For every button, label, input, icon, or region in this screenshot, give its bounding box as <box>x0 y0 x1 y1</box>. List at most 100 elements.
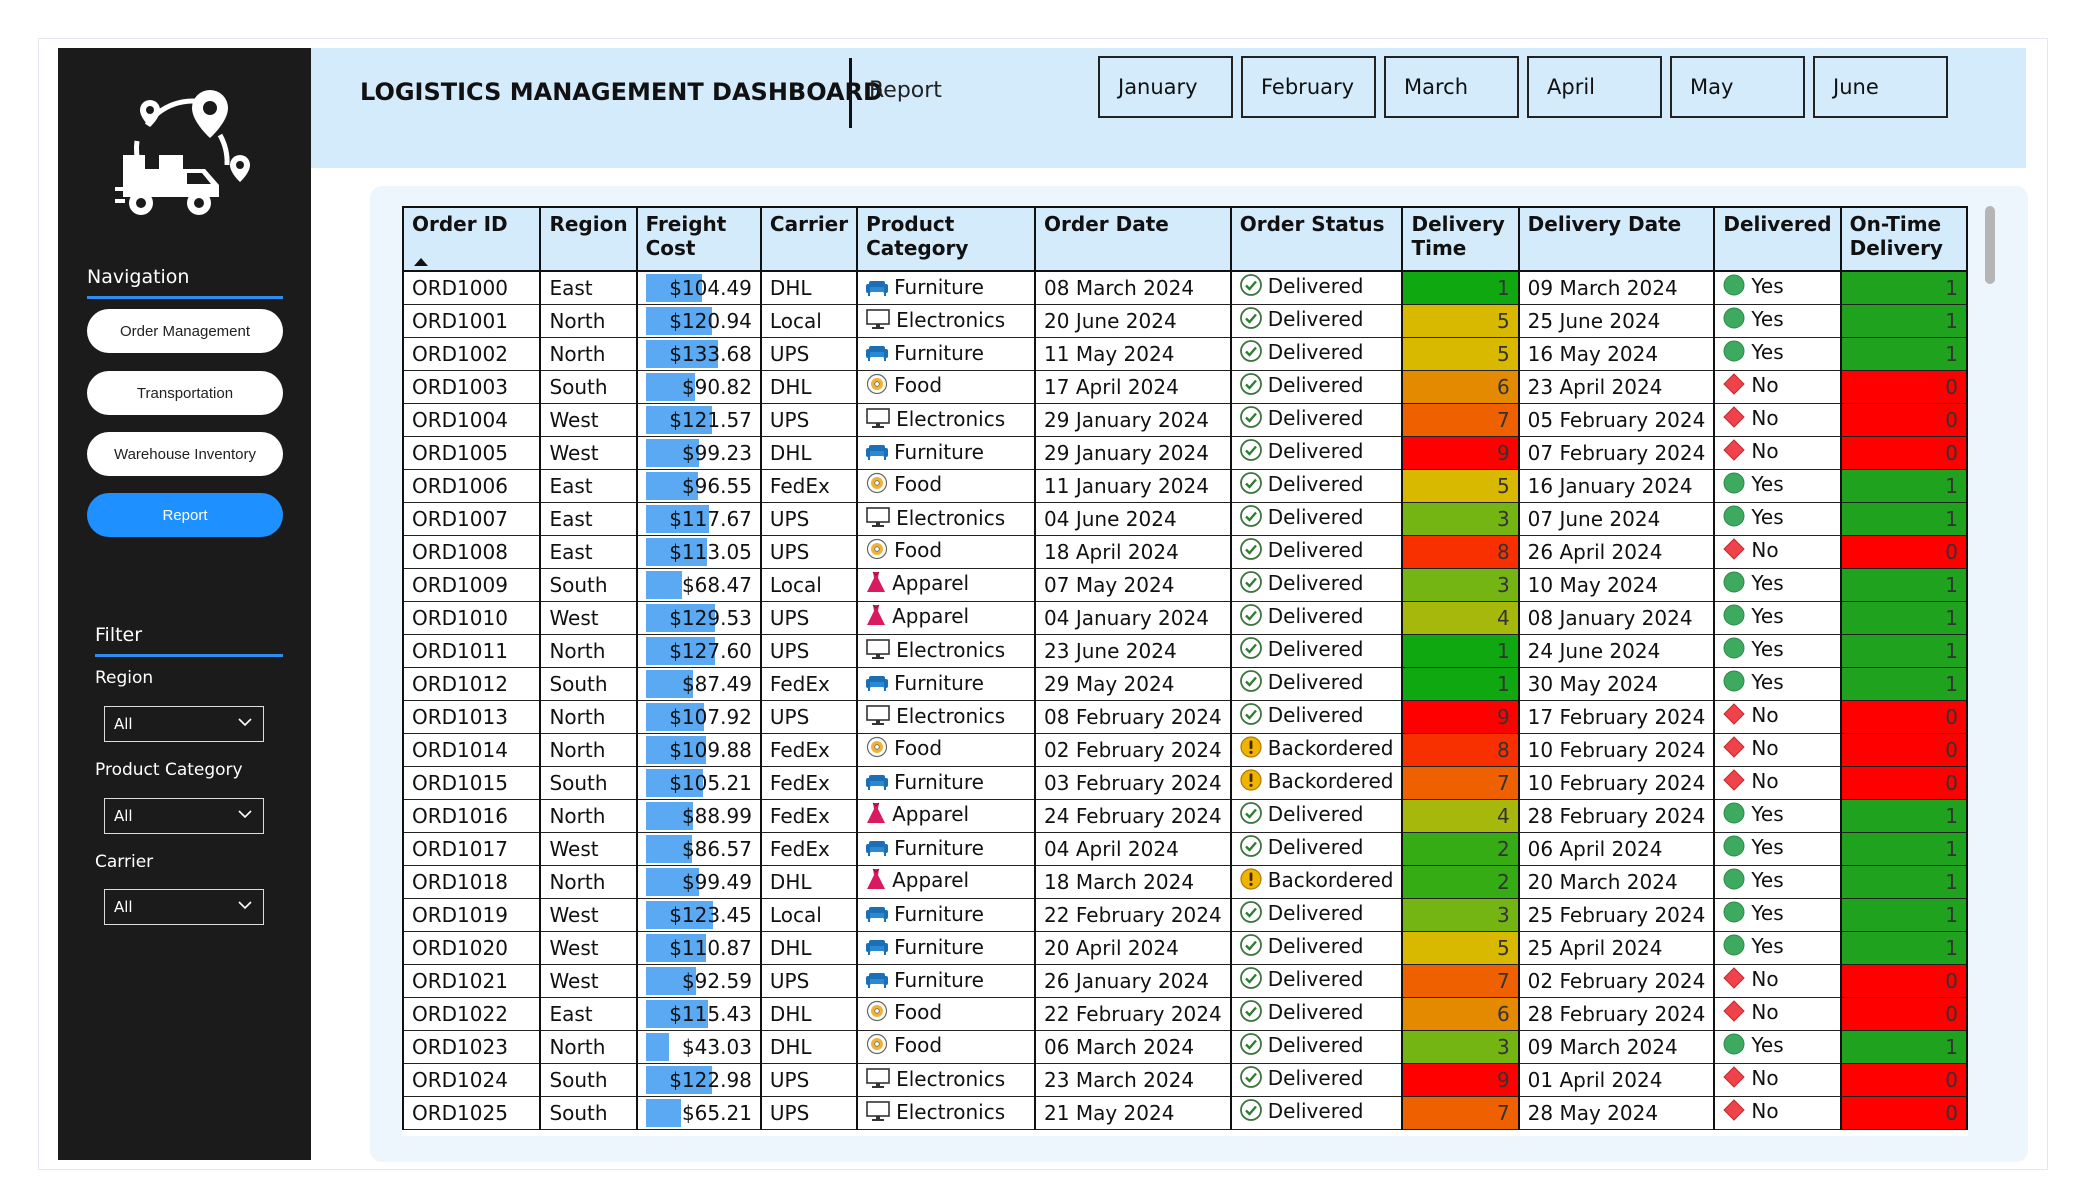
cell-delivery-date: 20 March 2024 <box>1517 864 1716 899</box>
delivered-text: No <box>1751 373 1779 397</box>
cell-region: South <box>539 1062 638 1097</box>
column-header-delivery-date[interactable]: Delivery Date <box>1517 206 1716 272</box>
cell-order-status: Delivered <box>1229 831 1404 866</box>
table-row[interactable]: ORD1008 East $113.05 UPS Food 18 April 2024 De… <box>401 534 1969 569</box>
month-button-may[interactable]: May <box>1670 56 1805 118</box>
cell-region: West <box>539 897 638 932</box>
cell-delivery-time: 7 <box>1401 1095 1520 1130</box>
green-circle-icon <box>1723 472 1745 499</box>
delivered-text: No <box>1751 703 1779 727</box>
table-row[interactable]: ORD1003 South $90.82 DHL Food 17 April 2024 De… <box>401 369 1969 404</box>
month-button-february[interactable]: February <box>1241 56 1376 118</box>
table-row[interactable]: ORD1021 West $92.59 UPS Furniture 26 January … <box>401 963 1969 998</box>
table-row[interactable]: ORD1006 East $96.55 FedEx Food 11 January 202… <box>401 468 1969 503</box>
cell-freight-cost: $87.49 <box>635 666 762 701</box>
cell-product-category: Furniture <box>856 963 1037 998</box>
freight-cost-bar <box>645 999 708 1028</box>
carrier-filter-select[interactable]: All <box>104 889 264 925</box>
green-circle-icon <box>1723 934 1745 961</box>
table-row[interactable]: ORD1001 North $120.94 Local Electronics 20 Ju… <box>401 303 1969 338</box>
table-row[interactable]: ORD1012 South $87.49 FedEx Furniture 29 May 2… <box>401 666 1969 701</box>
table-row[interactable]: ORD1004 West $121.57 UPS Electronics 29 Janua… <box>401 402 1969 437</box>
table-row[interactable]: ORD1007 East $117.67 UPS Electronics 04 June … <box>401 501 1969 536</box>
region-filter-select[interactable]: All <box>104 706 264 742</box>
cell-product-category: Furniture <box>856 270 1037 305</box>
product-category-text: Electronics <box>896 637 1006 662</box>
table-row[interactable]: ORD1024 South $122.98 UPS Electronics 23 Marc… <box>401 1062 1969 1097</box>
delivered-text: Yes <box>1751 571 1784 595</box>
cell-order-date: 22 February 2024 <box>1034 897 1232 932</box>
cell-region: North <box>539 336 638 371</box>
column-header-product-category[interactable]: Product Category <box>856 206 1037 272</box>
column-header-order-date[interactable]: Order Date <box>1034 206 1232 272</box>
cell-on-time-delivery: 1 <box>1839 600 1969 635</box>
table-row[interactable]: ORD1020 West $110.87 DHL Furniture 20 April 2… <box>401 930 1969 965</box>
cell-order-date: 08 February 2024 <box>1034 699 1232 734</box>
nav-warehouse-inventory-button[interactable]: Warehouse Inventory <box>87 432 283 476</box>
table-row[interactable]: ORD1017 West $86.57 FedEx Furniture 04 April … <box>401 831 1969 866</box>
green-circle-icon <box>1723 868 1745 895</box>
month-button-january[interactable]: January <box>1098 56 1233 118</box>
column-header-delivered[interactable]: Delivered <box>1713 206 1842 272</box>
table-row[interactable]: ORD1023 North $43.03 DHL Food 06 March 2024 De… <box>401 1029 1969 1064</box>
table-scrollbar-thumb[interactable] <box>1985 206 1995 284</box>
month-button-april[interactable]: April <box>1527 56 1662 118</box>
month-button-march[interactable]: March <box>1384 56 1519 118</box>
cell-carrier: FedEx <box>759 798 859 833</box>
table-row[interactable]: ORD1009 South $68.47 Local Apparel 07 May 202… <box>401 567 1969 602</box>
table-row[interactable]: ORD1025 South $65.21 UPS Electronics 21 May 2… <box>401 1095 1969 1130</box>
column-header-delivery-time[interactable]: Delivery Time <box>1401 206 1520 272</box>
table-row[interactable]: ORD1018 North $99.49 DHL Apparel 18 March 202… <box>401 864 1969 899</box>
cell-product-category: Furniture <box>856 336 1037 371</box>
column-header-order-id[interactable]: Order ID <box>401 206 542 272</box>
nav-transportation-button[interactable]: Transportation <box>87 371 283 415</box>
order-status-text: Delivered <box>1267 571 1364 595</box>
column-header-order-status[interactable]: Order Status <box>1229 206 1404 272</box>
delivered-text: Yes <box>1751 307 1784 331</box>
table-row[interactable]: ORD1011 North $127.60 UPS Electronics 23 June… <box>401 633 1969 668</box>
freight-cost-bar <box>645 504 710 533</box>
table-row[interactable]: ORD1000 East $104.49 DHL Furniture 08 March 2… <box>401 270 1969 305</box>
column-header-freight-cost[interactable]: Freight Cost <box>635 206 762 272</box>
cell-freight-cost: $96.55 <box>635 468 762 503</box>
table-row[interactable]: ORD1016 North $88.99 FedEx Apparel 24 Februar… <box>401 798 1969 833</box>
table-row[interactable]: ORD1022 East $115.43 DHL Food 22 February 202… <box>401 996 1969 1031</box>
table-row[interactable]: ORD1019 West $123.45 Local Furniture 22 Febru… <box>401 897 1969 932</box>
freight-cost-bar <box>645 867 700 896</box>
table-row[interactable]: ORD1005 West $99.23 DHL Furniture 29 January … <box>401 435 1969 470</box>
product-category-text: Furniture <box>894 340 984 365</box>
cell-product-category: Furniture <box>856 897 1037 932</box>
order-status-text: Delivered <box>1267 439 1364 463</box>
column-header-region[interactable]: Region <box>539 206 638 272</box>
cell-order-date: 24 February 2024 <box>1034 798 1232 833</box>
freight-cost-bar <box>645 801 694 830</box>
cell-delivered: Yes <box>1713 864 1842 899</box>
column-header-carrier[interactable]: Carrier <box>759 206 859 272</box>
green-circle-icon <box>1723 670 1745 697</box>
table-row[interactable]: ORD1010 West $129.53 UPS Apparel 04 January 2… <box>401 600 1969 635</box>
nav-order-management-button[interactable]: Order Management <box>87 309 283 353</box>
cell-order-id: ORD1011 <box>401 633 542 668</box>
nav-report-button[interactable]: Report <box>87 493 283 537</box>
cell-region: East <box>539 270 638 305</box>
cell-on-time-delivery: 1 <box>1839 303 1969 338</box>
cell-order-id: ORD1024 <box>401 1062 542 1097</box>
freight-cost-bar <box>645 735 706 764</box>
order-status-text: Delivered <box>1267 373 1364 397</box>
sofa-icon <box>866 672 889 696</box>
delivered-text: Yes <box>1751 505 1784 529</box>
table-row[interactable]: ORD1013 North $107.92 UPS Electronics 08 Febr… <box>401 699 1969 734</box>
product-category-filter-select[interactable]: All <box>104 798 264 834</box>
cell-order-status: Delivered <box>1229 1029 1404 1064</box>
column-header-on-time-delivery[interactable]: On-Time Delivery <box>1839 206 1969 272</box>
order-status-text: Delivered <box>1267 1000 1364 1024</box>
delivered-text: Yes <box>1751 604 1784 628</box>
table-row[interactable]: ORD1014 North $109.88 FedEx Food 02 February … <box>401 732 1969 767</box>
table-row[interactable]: ORD1002 North $133.68 UPS Furniture 11 May 20… <box>401 336 1969 371</box>
table-row[interactable]: ORD1015 South $105.21 FedEx Furniture 03 Febr… <box>401 765 1969 800</box>
freight-cost-bar <box>645 1065 712 1094</box>
month-button-june[interactable]: June <box>1813 56 1948 118</box>
cell-delivered: No <box>1713 402 1842 437</box>
product-category-text: Apparel <box>892 868 970 892</box>
cell-region: East <box>539 534 638 569</box>
